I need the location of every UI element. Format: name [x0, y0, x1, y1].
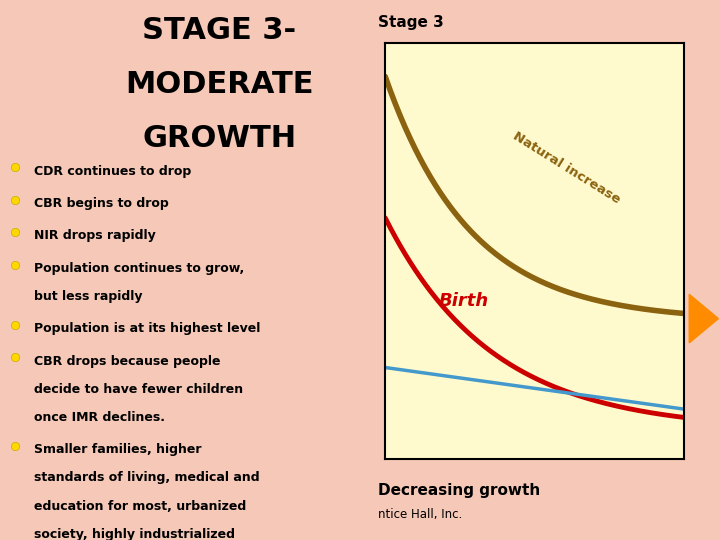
Text: society, highly industrialized: society, highly industrialized: [34, 528, 235, 540]
Text: standards of living, medical and: standards of living, medical and: [34, 471, 260, 484]
Text: MODERATE: MODERATE: [125, 70, 313, 99]
Text: Smaller families, higher: Smaller families, higher: [34, 443, 202, 456]
Text: once IMR declines.: once IMR declines.: [34, 411, 165, 424]
Text: but less rapidly: but less rapidly: [34, 290, 143, 303]
Text: CDR continues to drop: CDR continues to drop: [34, 165, 192, 178]
Text: CBR drops because people: CBR drops because people: [34, 355, 220, 368]
Text: decide to have fewer children: decide to have fewer children: [34, 383, 243, 396]
Text: Population continues to grow,: Population continues to grow,: [34, 262, 244, 275]
Text: STAGE 3-: STAGE 3-: [142, 16, 297, 45]
Text: Natural increase: Natural increase: [510, 130, 623, 206]
Text: Population is at its highest level: Population is at its highest level: [34, 322, 261, 335]
Text: CBR begins to drop: CBR begins to drop: [34, 197, 168, 210]
Text: ntice Hall, Inc.: ntice Hall, Inc.: [378, 508, 462, 521]
Text: Stage 3: Stage 3: [378, 15, 444, 30]
Text: GROWTH: GROWTH: [142, 124, 297, 153]
Text: NIR drops rapidly: NIR drops rapidly: [34, 230, 156, 242]
Text: Birth: Birth: [439, 292, 489, 310]
Text: education for most, urbanized: education for most, urbanized: [34, 500, 246, 512]
Polygon shape: [689, 294, 719, 343]
Text: Decreasing growth: Decreasing growth: [378, 483, 540, 498]
